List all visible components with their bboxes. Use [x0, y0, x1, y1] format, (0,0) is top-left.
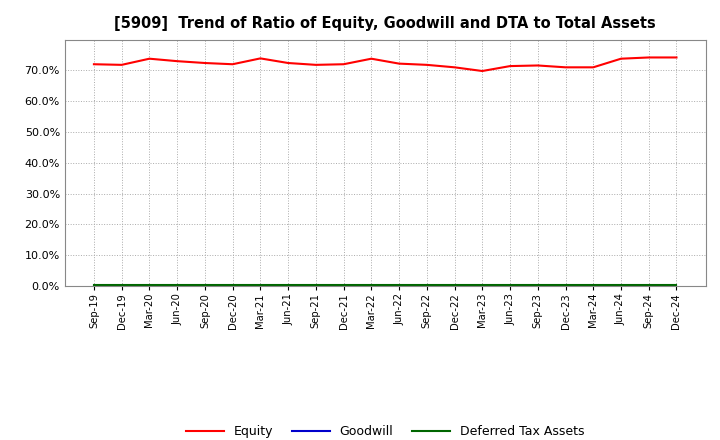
Deferred Tax Assets — [145, 283, 154, 288]
Goodwill — [450, 283, 459, 288]
Equity — [89, 62, 98, 67]
Deferred Tax Assets — [589, 283, 598, 288]
Equity — [561, 65, 570, 70]
Equity — [367, 56, 376, 61]
Equity — [256, 56, 265, 61]
Title: [5909]  Trend of Ratio of Equity, Goodwill and DTA to Total Assets: [5909] Trend of Ratio of Equity, Goodwil… — [114, 16, 656, 32]
Equity — [284, 60, 292, 66]
Deferred Tax Assets — [256, 283, 265, 288]
Goodwill — [534, 283, 542, 288]
Goodwill — [367, 283, 376, 288]
Equity — [423, 62, 431, 67]
Deferred Tax Assets — [201, 283, 210, 288]
Equity — [228, 62, 237, 67]
Equity — [312, 62, 320, 67]
Goodwill — [589, 283, 598, 288]
Goodwill — [201, 283, 210, 288]
Deferred Tax Assets — [561, 283, 570, 288]
Goodwill — [505, 283, 514, 288]
Equity — [672, 55, 681, 60]
Goodwill — [312, 283, 320, 288]
Goodwill — [672, 283, 681, 288]
Goodwill — [228, 283, 237, 288]
Deferred Tax Assets — [117, 283, 126, 288]
Deferred Tax Assets — [312, 283, 320, 288]
Deferred Tax Assets — [478, 283, 487, 288]
Deferred Tax Assets — [339, 283, 348, 288]
Equity — [505, 63, 514, 69]
Equity — [145, 56, 154, 61]
Goodwill — [561, 283, 570, 288]
Goodwill — [395, 283, 403, 288]
Deferred Tax Assets — [644, 283, 653, 288]
Deferred Tax Assets — [284, 283, 292, 288]
Equity — [644, 55, 653, 60]
Goodwill — [89, 283, 98, 288]
Equity — [534, 63, 542, 68]
Goodwill — [478, 283, 487, 288]
Equity — [478, 68, 487, 73]
Goodwill — [145, 283, 154, 288]
Equity — [339, 62, 348, 67]
Deferred Tax Assets — [228, 283, 237, 288]
Goodwill — [616, 283, 625, 288]
Deferred Tax Assets — [395, 283, 403, 288]
Deferred Tax Assets — [173, 283, 181, 288]
Deferred Tax Assets — [450, 283, 459, 288]
Goodwill — [284, 283, 292, 288]
Deferred Tax Assets — [534, 283, 542, 288]
Deferred Tax Assets — [89, 283, 98, 288]
Goodwill — [423, 283, 431, 288]
Equity — [616, 56, 625, 61]
Deferred Tax Assets — [616, 283, 625, 288]
Goodwill — [339, 283, 348, 288]
Equity — [450, 65, 459, 70]
Goodwill — [117, 283, 126, 288]
Deferred Tax Assets — [672, 283, 681, 288]
Equity — [117, 62, 126, 67]
Deferred Tax Assets — [423, 283, 431, 288]
Goodwill — [173, 283, 181, 288]
Legend: Equity, Goodwill, Deferred Tax Assets: Equity, Goodwill, Deferred Tax Assets — [181, 420, 589, 440]
Equity — [201, 60, 210, 66]
Deferred Tax Assets — [367, 283, 376, 288]
Goodwill — [644, 283, 653, 288]
Equity — [173, 59, 181, 64]
Goodwill — [256, 283, 265, 288]
Line: Equity: Equity — [94, 58, 677, 71]
Equity — [395, 61, 403, 66]
Deferred Tax Assets — [505, 283, 514, 288]
Equity — [589, 65, 598, 70]
